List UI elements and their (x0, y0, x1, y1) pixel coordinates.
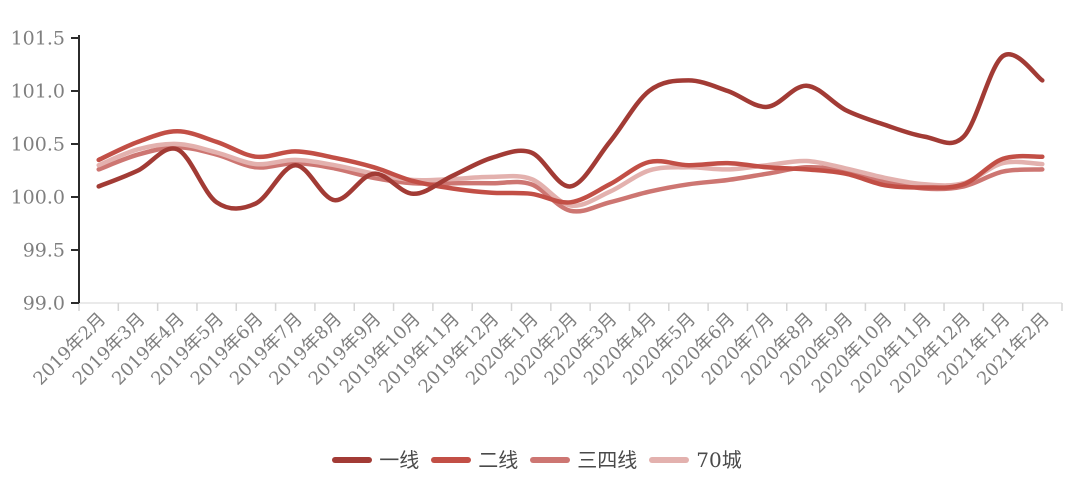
y-axis-label: 100.5 (11, 134, 65, 156)
legend-item-cities70[interactable]: 70城 (649, 450, 747, 470)
legend-label-tier1: 一线 (379, 448, 420, 472)
legend-swatch-tier2 (431, 457, 472, 463)
y-axis-label: 99.5 (23, 240, 65, 262)
legend-swatch-tier1 (332, 457, 373, 463)
legend-label-cities70: 70城 (696, 448, 742, 472)
legend-swatch-tier34 (530, 457, 571, 463)
series-line-tier1 (96, 52, 1045, 211)
legend-label-tier34: 三四线 (577, 448, 638, 472)
legend-item-tier1[interactable]: 一线 (332, 450, 425, 470)
legend-item-tier2[interactable]: 二线 (431, 450, 524, 470)
legend-item-tier34[interactable]: 三四线 (530, 450, 643, 470)
y-axis-label: 101.5 (11, 28, 65, 50)
legend: 一线 二线 三四线 70城 (0, 450, 1080, 470)
y-axis-label: 101.0 (11, 81, 65, 103)
series-line-cities70 (96, 141, 1045, 208)
plot-area: 99.099.5100.0100.5101.0101.52019年2月2019年… (11, 28, 1063, 398)
y-axis-label: 100.0 (11, 187, 65, 209)
series-line-tier34 (96, 144, 1045, 214)
legend-label-tier2: 二线 (478, 448, 519, 472)
legend-swatch-cities70 (649, 457, 690, 463)
series-line-tier2 (96, 129, 1045, 205)
y-axis-label: 99.0 (23, 293, 65, 315)
